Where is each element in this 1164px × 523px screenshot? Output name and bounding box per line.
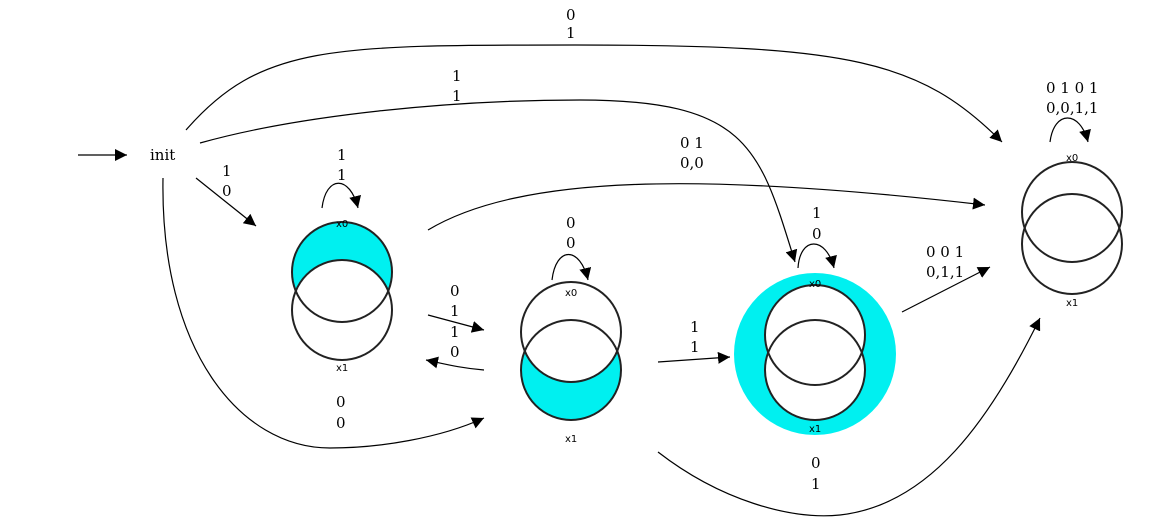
edge-b-to-a-label-bottom: 0 (450, 343, 460, 361)
state-b-x0-circle (520, 281, 622, 383)
edge-init-to-c: 1 1 (199, 67, 798, 263)
state-b-x0-label: x0 (565, 288, 577, 299)
edge-b-to-d-label-top: 0 (811, 454, 821, 472)
edge-b-to-a: 1 0 (425, 323, 485, 371)
edge-a-to-d-label-top: 0 1 (680, 134, 704, 152)
edge-a-to-b-label-top: 0 (450, 282, 460, 300)
edge-init-to-b: 0 0 (162, 177, 485, 449)
edge-a-to-b-label-bottom: 1 (450, 302, 460, 320)
edge-init-to-d-label-bottom: 1 (566, 24, 576, 42)
edge-a-to-b: 0 1 (427, 282, 485, 333)
edge-d-self-loop: 0 1 0 1 0,0,1,1 (1046, 79, 1098, 143)
state-b-x1-label: x1 (565, 434, 577, 445)
edge-c-to-d-label-top: 0 0 1 (926, 243, 964, 261)
edge-b-to-c-label-top: 1 (690, 318, 700, 336)
state-a: x0 x1 (291, 219, 393, 374)
state-a-x0-circle (291, 221, 393, 323)
edge-a-self-label-bottom: 1 (337, 166, 347, 184)
state-d-x0-circle (1021, 161, 1123, 263)
edge-a-self-label-top: 1 (337, 146, 347, 164)
edge-b-to-d: 0 1 (657, 317, 1041, 517)
edge-a-to-d: 0 1 0,0 (427, 134, 986, 231)
edge-d-self-label-top: 0 1 0 1 (1046, 79, 1098, 97)
edge-init-to-a-label-top: 1 (222, 162, 232, 180)
state-a-x1-label: x1 (336, 363, 348, 374)
edge-init-to-d: 0 1 (185, 6, 1003, 143)
state-a-x1-circle (291, 259, 393, 361)
edge-b-to-c: 1 1 (657, 318, 731, 364)
state-b: x0 x1 (520, 281, 622, 445)
state-c: x0 x1 (734, 273, 896, 435)
edge-b-to-a-label-top: 1 (450, 323, 460, 341)
init-node: init (78, 146, 175, 164)
state-c-x0-label: x0 (809, 279, 821, 290)
edge-init-to-a: 1 0 (195, 162, 257, 227)
state-d-x1-label: x1 (1066, 298, 1078, 309)
init-label: init (150, 146, 175, 164)
state-c-x1-label: x1 (809, 424, 821, 435)
edge-b-to-c-label-bottom: 1 (690, 338, 700, 356)
edge-init-to-b-label-bottom: 0 (336, 414, 346, 432)
edge-b-self-label-top: 0 (566, 214, 576, 232)
edge-a-self-loop: 1 1 (321, 146, 361, 209)
edge-c-self-label-bottom: 0 (812, 225, 822, 243)
state-c-x0-circle (764, 284, 866, 386)
edge-c-to-d: 0 0 1 0,1,1 (901, 243, 991, 313)
edge-c-to-d-label-bottom: 0,1,1 (926, 263, 964, 281)
edge-init-to-b-label-top: 0 (336, 393, 346, 411)
edge-b-to-d-label-bottom: 1 (811, 475, 821, 493)
edge-c-self-label-top: 1 (812, 204, 822, 222)
edge-init-to-d-label-top: 0 (566, 6, 576, 24)
edge-init-to-a-label-bottom: 0 (222, 182, 232, 200)
edge-b-self-label-bottom: 0 (566, 234, 576, 252)
edge-init-to-c-label-top: 1 (452, 67, 462, 85)
state-b-x1-circle (520, 319, 622, 421)
state-d-x0-label: x0 (1066, 153, 1078, 164)
state-d: x0 x1 (1021, 153, 1123, 309)
state-d-x1-circle (1021, 193, 1123, 295)
state-a-x0-label: x0 (336, 219, 348, 230)
edge-a-to-d-label-bottom: 0,0 (680, 154, 704, 172)
edge-c-self-loop: 1 0 (797, 204, 837, 269)
edge-init-to-c-label-bottom: 1 (452, 87, 462, 105)
edge-d-self-label-bottom: 0,0,1,1 (1046, 99, 1098, 117)
edge-b-self-loop: 0 0 (551, 214, 592, 281)
state-c-x1-circle (764, 319, 866, 421)
